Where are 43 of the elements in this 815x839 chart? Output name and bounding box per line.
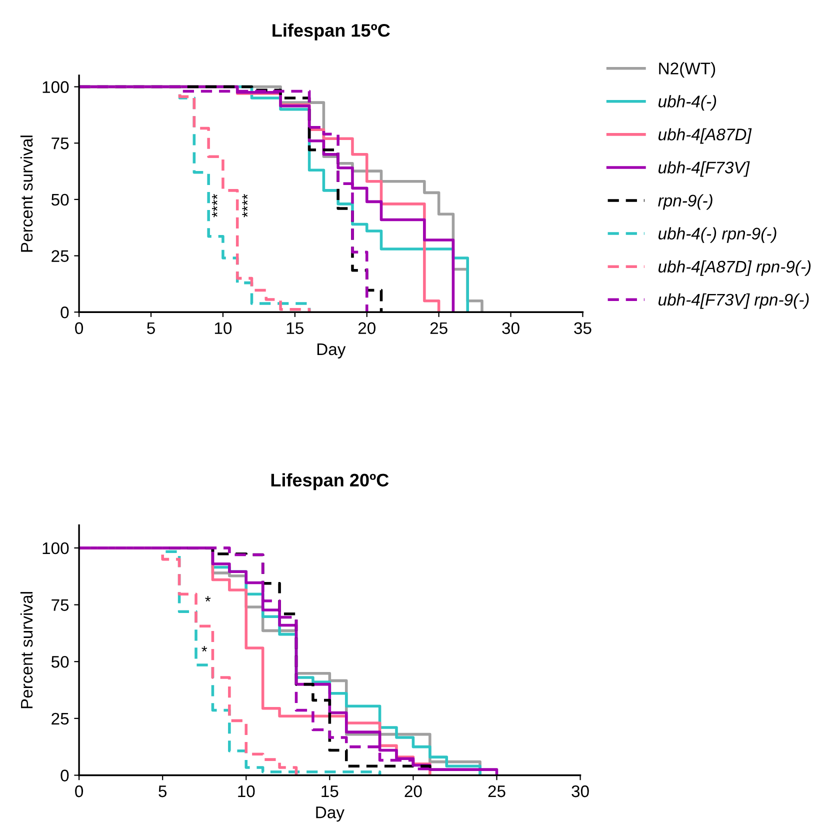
x-tick-label: 0 xyxy=(75,322,84,334)
y-tick-label: 25 xyxy=(52,250,69,262)
chart-title: Lifespan 20ºC xyxy=(271,473,389,490)
x-tick-label: 10 xyxy=(238,785,255,798)
x-tick-label: 5 xyxy=(147,322,155,334)
y-tick-label: 0 xyxy=(60,770,69,782)
annotation: **** xyxy=(242,194,248,218)
y-tick-label: 100 xyxy=(42,81,69,93)
legend-label: N2(WT) xyxy=(659,62,716,78)
x-tick-label: 35 xyxy=(574,322,592,334)
x-tick-label: 20 xyxy=(404,785,422,798)
legend-label: ubh-4(-) rpn-9(-) xyxy=(658,227,776,243)
chart-title: Lifespan 15ºC xyxy=(272,24,390,40)
annotation: **** xyxy=(212,194,218,218)
y-tick-label: 25 xyxy=(52,712,69,725)
y-tick-label: 75 xyxy=(52,599,69,611)
annotation: * xyxy=(202,646,208,652)
y-tick-label: 0 xyxy=(60,306,69,318)
y-axis-title: Percent survival xyxy=(20,592,33,708)
legend-label: ubh-4[A87D] xyxy=(658,128,752,144)
legend-label: ubh-4[F73V] rpn-9(-) xyxy=(658,293,809,309)
x-tick-label: 25 xyxy=(488,785,506,798)
y-tick-label: 100 xyxy=(42,542,69,554)
x-tick-label: 25 xyxy=(430,322,448,334)
y-tick-label: 50 xyxy=(51,656,69,668)
x-tick-label: 0 xyxy=(75,785,84,798)
x-tick-label: 30 xyxy=(502,322,520,334)
x-tick-label: 20 xyxy=(358,322,376,334)
legend-label: ubh-4[F73V] xyxy=(658,161,750,177)
x-axis-title: Day xyxy=(317,344,346,358)
legend-label: rpn-9(-) xyxy=(658,194,712,210)
y-tick-label: 50 xyxy=(51,194,69,206)
x-axis-title: Day xyxy=(316,806,344,822)
x-tick-label: 15 xyxy=(286,322,304,334)
y-tick-label: 75 xyxy=(52,138,69,150)
x-tick-label: 5 xyxy=(158,786,167,798)
x-tick-label: 10 xyxy=(214,322,232,334)
annotation: * xyxy=(205,596,211,602)
legend-label: ubh-4[A87D] rpn-9(-) xyxy=(658,260,811,276)
legend-label: ubh-4(-) xyxy=(658,95,716,111)
x-tick-label: 15 xyxy=(322,786,338,798)
x-tick-label: 30 xyxy=(572,785,589,798)
y-axis-title: Percent survival xyxy=(20,136,33,252)
